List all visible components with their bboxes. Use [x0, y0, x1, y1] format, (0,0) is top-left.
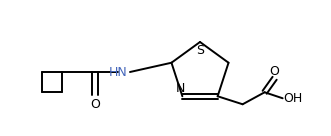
Text: N: N	[176, 82, 185, 95]
Text: S: S	[196, 44, 204, 56]
Text: OH: OH	[283, 92, 302, 105]
Text: O: O	[90, 98, 100, 110]
Text: O: O	[270, 65, 280, 78]
Text: HN: HN	[109, 66, 127, 78]
